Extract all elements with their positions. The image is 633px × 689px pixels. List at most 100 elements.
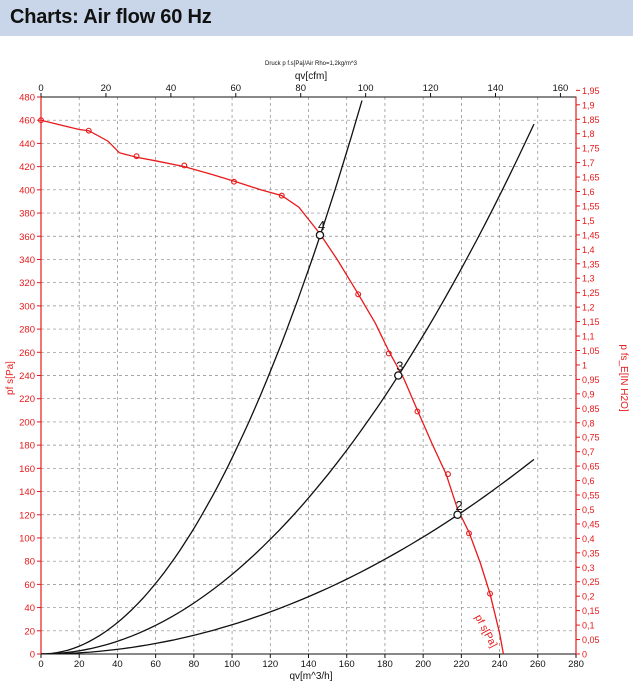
x-top-tick-label: 0 [38,83,43,94]
x-top-tick-label: 60 [230,83,241,94]
y-right-tick-label: 0,95 [582,375,600,385]
x-tick-label: 140 [301,659,317,670]
x-top-tick-label: 20 [101,83,112,94]
operating-point-marker [453,510,462,519]
x-top-tick-label: 100 [358,83,374,94]
y-axis-label: pf s[Pa] [5,361,16,395]
system-curve-line [41,123,535,654]
y-right-tick-label: 0,5 [582,505,595,515]
x-tick-label: 280 [568,659,584,670]
x-tick-label: 160 [339,659,355,670]
x-top-tick-label: 120 [423,83,439,94]
fan-curve-marker [38,117,44,124]
chart-title: Druck p f.s[Pa]/Air Rho=1,2kg/m^3 [265,61,358,67]
fan-curve-marker [181,162,188,169]
fan-curve-marker [466,530,472,537]
y-tick-label: 340 [19,255,35,266]
x-tick-label: 120 [262,659,278,670]
fan-curve-line [41,119,505,654]
fan-curve-marker [355,291,362,298]
x-tick-label: 80 [189,659,200,670]
axes: 0 20 40 60 80 100 120 140 160 180 200 220 240 260 2800… [19,83,599,670]
x-tick-label: 200 [415,659,431,670]
y-tick-label: 400 [19,185,35,196]
y-tick-label: 120 [19,510,35,521]
x-tick-label: 20 [74,659,85,670]
y-tick-label: 100 [19,533,35,544]
operating-point-label: 2 [456,498,463,513]
y-tick-label: 480 [19,93,35,104]
x-tick-label: 260 [530,659,546,670]
y-right-tick-label: 1,35 [582,259,600,269]
operating-point-label: 3 [396,359,403,374]
x-top-tick-label: 40 [166,83,177,94]
y-right-tick-label: 1,65 [582,173,600,183]
series-layer: pf s[Pa]432 [38,100,535,654]
y-tick-label: 460 [19,116,35,127]
y-right-tick-label: 1,3 [582,274,595,284]
y-right-tick-label: 1,1 [582,332,595,342]
y-right-tick-label: 0,85 [582,404,600,414]
fan-curve-marker [487,590,493,597]
y-tick-label: 420 [19,162,35,173]
y-right-tick-label: 1,45 [582,230,600,240]
y-right-tick-label: 0,9 [582,389,595,399]
y-right-tick-label: 0,05 [582,635,600,645]
y-right-tick-label: 0,3 [582,563,595,573]
operating-point-marker [315,230,325,240]
operating-point-label: 4 [318,218,325,233]
x-tick-label: 40 [112,659,123,670]
fan-curve-marker [385,350,392,357]
y-axis-right-label: p fs_E[IN H2O] [618,344,629,411]
operating-point-marker [394,371,403,380]
x-top-tick-label: 80 [295,83,306,94]
y-right-tick-label: 1,95 [582,86,600,96]
x-top-tick-label: 140 [488,83,504,94]
y-right-tick-label: 0,75 [582,433,600,443]
y-tick-label: 0 [30,650,35,661]
y-tick-label: 20 [24,626,35,637]
y-right-tick-label: 1,9 [582,100,595,110]
y-tick-label: 440 [19,139,35,150]
y-right-tick-label: 0,45 [582,519,600,529]
y-tick-label: 160 [19,464,35,475]
y-tick-label: 360 [19,232,35,243]
y-tick-label: 260 [19,348,35,359]
y-tick-label: 60 [24,580,35,591]
y-right-tick-label: 1,15 [582,317,600,327]
y-tick-label: 140 [19,487,35,498]
page-title: Charts: Air flow 60 Hz [10,6,212,28]
y-right-tick-label: 0,2 [582,592,595,602]
grid [41,97,576,654]
fan-curve-marker [445,471,451,478]
y-tick-label: 380 [19,209,35,220]
x-tick-label: 220 [453,659,469,670]
y-tick-label: 300 [19,301,35,312]
y-right-tick-label: 1,5 [582,216,595,226]
y-tick-label: 220 [19,394,35,405]
y-right-tick-label: 0,55 [582,491,600,501]
y-right-tick-label: 1,05 [582,346,600,356]
y-right-tick-label: 0,65 [582,462,600,472]
y-right-tick-label: 1,25 [582,288,600,298]
y-right-tick-label: 0,35 [582,548,600,558]
x-tick-label: 0 [38,659,43,670]
y-right-tick-label: 0,15 [582,606,600,616]
y-right-tick-label: 1,75 [582,144,600,154]
y-right-tick-label: 1,6 [582,187,595,197]
y-right-tick-label: 1,7 [582,158,595,168]
y-right-tick-label: 1 [582,360,587,370]
y-right-tick-label: 1,55 [582,201,600,211]
x-tick-label: 240 [492,659,508,670]
x-axis-top-label: qv[cfm] [295,71,327,82]
x-axis-label: qv[m^3/h] [289,671,332,682]
fan-curve-marker [85,127,92,134]
y-right-tick-label: 0,1 [582,621,595,631]
y-tick-label: 200 [19,417,35,428]
title-banner: Charts: Air flow 60 Hz [0,0,633,36]
y-right-tick-label: 1,85 [582,115,600,125]
y-right-tick-label: 1,2 [582,303,595,313]
x-tick-label: 100 [224,659,240,670]
y-right-tick-label: 0,4 [582,534,595,544]
